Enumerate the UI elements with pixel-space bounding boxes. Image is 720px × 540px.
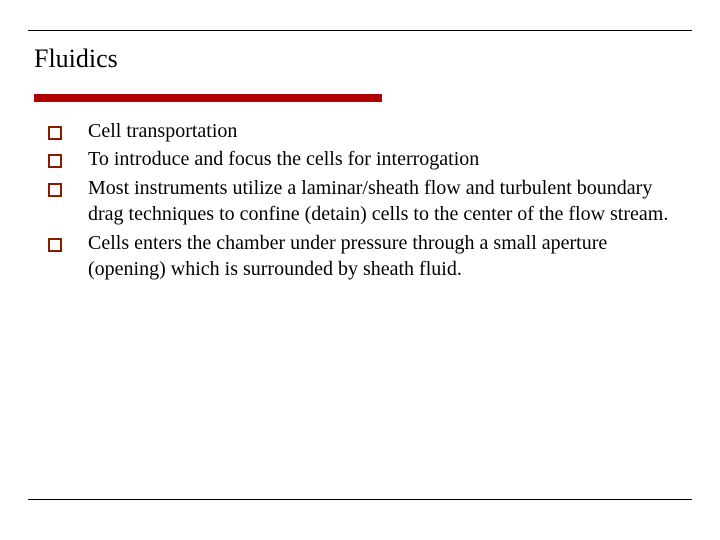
bullet-text-0: Cell transportation <box>88 118 680 144</box>
bullet-text-2: Most instruments utilize a laminar/sheat… <box>88 175 680 228</box>
list-item: To introduce and focus the cells for int… <box>48 146 680 172</box>
bullet-text-3: Cells enters the chamber under pressure … <box>88 230 680 283</box>
bullet-text-1: To introduce and focus the cells for int… <box>88 146 680 172</box>
bullet-icon <box>48 183 62 197</box>
bullet-icon <box>48 154 62 168</box>
body-content: Cell transportation To introduce and foc… <box>48 118 680 284</box>
list-item: Cells enters the chamber under pressure … <box>48 230 680 283</box>
bottom-rule <box>28 499 692 500</box>
slide: Fluidics Cell transportation To introduc… <box>0 0 720 540</box>
slide-title: Fluidics <box>34 44 118 74</box>
bullet-icon <box>48 126 62 140</box>
list-item: Most instruments utilize a laminar/sheat… <box>48 175 680 228</box>
bullet-icon <box>48 238 62 252</box>
top-rule <box>28 30 692 31</box>
accent-bar <box>34 94 382 102</box>
list-item: Cell transportation <box>48 118 680 144</box>
